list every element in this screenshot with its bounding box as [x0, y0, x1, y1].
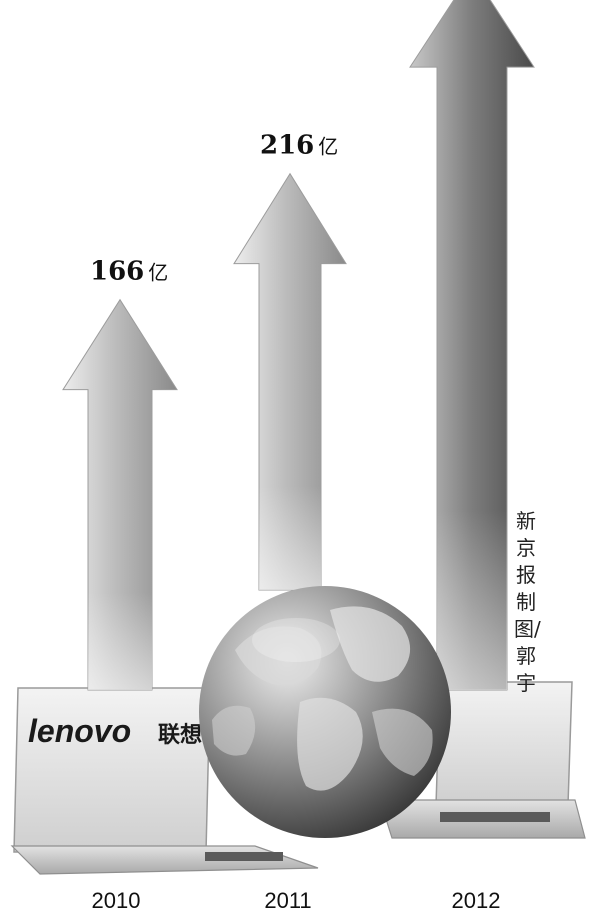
arrow-fade-2012	[410, 0, 534, 690]
laptop-2012	[379, 681, 586, 839]
arrow-fade-2010	[63, 299, 177, 690]
globe	[199, 586, 451, 838]
image-credit: 新京报制图/郭宇	[514, 509, 541, 695]
year-label-2012: 2012	[452, 888, 501, 913]
year-label-2011: 2011	[264, 888, 311, 913]
brand-logo-cn: 联想	[158, 723, 202, 748]
value-label-2010: 166 亿	[90, 257, 168, 287]
arrow-fade-2011	[234, 173, 346, 590]
brand-logo: lenovo	[28, 713, 131, 749]
value-label-2011: 216 亿	[260, 131, 338, 161]
laptop-2010: lenovo 联想	[10, 687, 319, 875]
x-axis-labels: 2010 2011 2012	[92, 888, 501, 913]
year-label-2010: 2010	[92, 888, 141, 913]
arrows-group: 166亿216亿296亿	[62, 0, 535, 691]
